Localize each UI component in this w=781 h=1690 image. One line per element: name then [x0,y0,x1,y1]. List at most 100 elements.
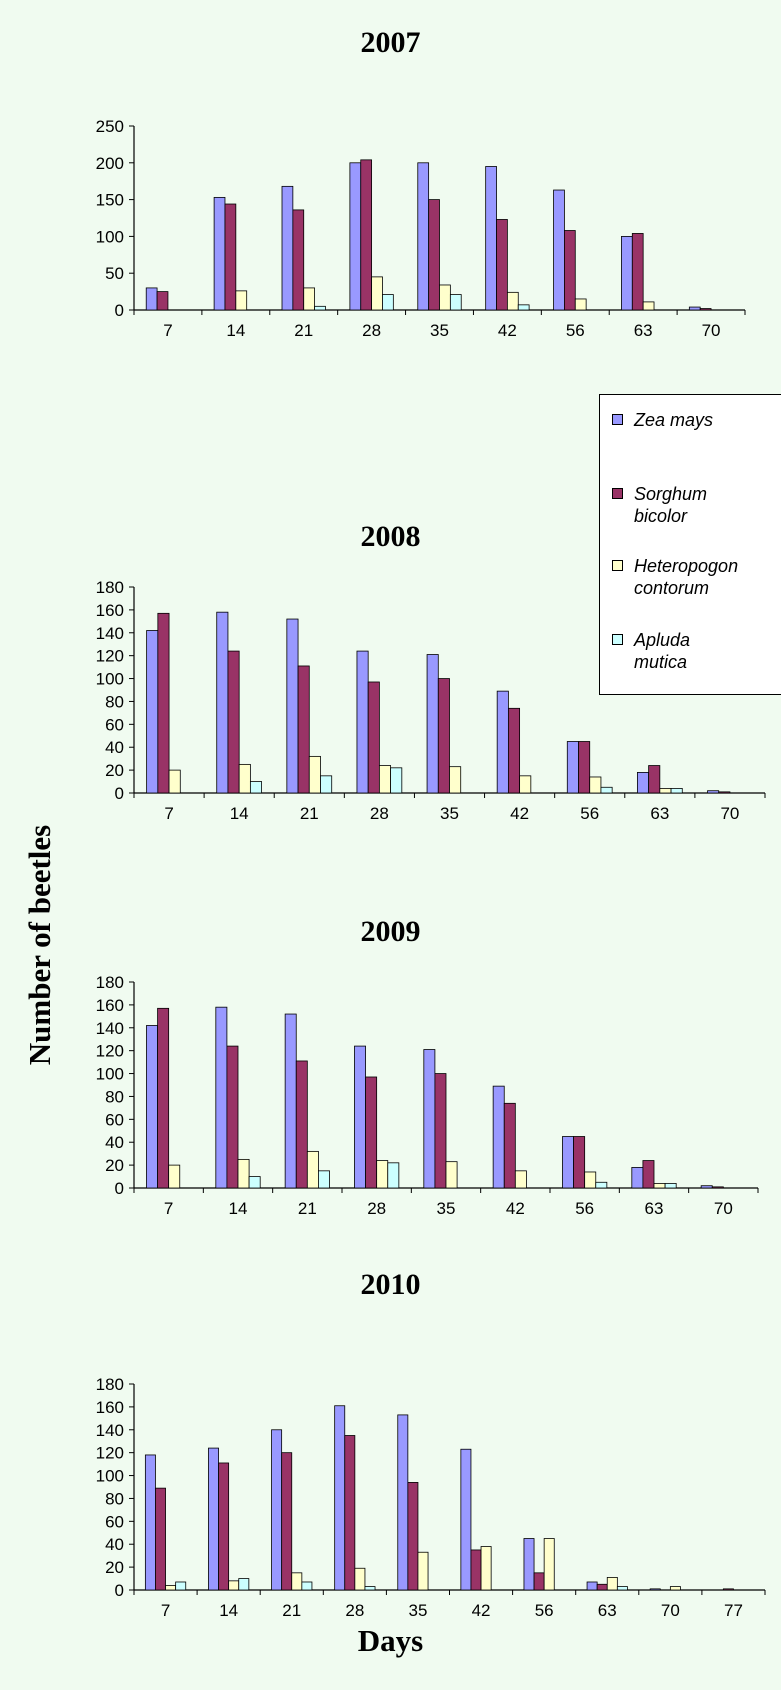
bar-2008 [496,690,509,794]
bar-2010 [238,1578,250,1591]
bar-2008 [648,765,661,794]
y-tick-label-2008: 180 [96,578,124,597]
bar-2008 [367,681,380,794]
bar-2009 [514,1170,527,1189]
bar-2010 [344,1435,356,1591]
bar-2007 [449,294,462,311]
bar-2007 [235,290,248,311]
y-tick-label-2008: 160 [96,601,124,620]
y-tick-label-2009: 180 [96,973,124,992]
chart-title-2007: 2007 [360,26,421,59]
y-tick-label-2010: 80 [105,1489,124,1508]
y-tick-label-2008: 0 [115,784,124,803]
bar-2010 [281,1452,293,1591]
x-tick-label-2008: 28 [370,804,389,823]
y-tick-label-2010: 0 [115,1581,124,1600]
bar-2010 [165,1585,177,1591]
bar-2007 [699,308,712,311]
x-tick-label-2008: 7 [164,804,173,823]
bar-2009 [445,1161,458,1189]
x-tick-label-2009: 42 [506,1199,525,1218]
x-tick-label-2007: 21 [294,321,313,340]
legend-label: Sorghum bicolor [634,484,708,526]
bar-2008 [718,791,731,794]
bar-2007 [360,159,373,311]
bar-2010 [649,1588,661,1591]
y-tick-label-2008: 120 [96,647,124,666]
y-tick-label-2010: 140 [96,1421,124,1440]
y-tick-label-2009: 140 [96,1019,124,1038]
bar-2009 [595,1181,608,1189]
x-tick-label-2009: 56 [575,1199,594,1218]
bar-2009 [631,1167,644,1189]
bar-2010 [543,1538,555,1591]
bar-2008 [578,741,591,794]
bar-2010 [155,1487,166,1591]
y-tick-label-2008: 80 [105,692,124,711]
bar-2007 [224,203,237,311]
x-tick-label-2007: 42 [498,321,517,340]
y-tick-label-2008: 60 [105,715,124,734]
bar-2008 [249,781,263,794]
x-tick-label-2008: 70 [720,804,739,823]
y-tick-label-2009: 40 [105,1133,124,1152]
bar-2008 [168,769,181,794]
bar-2007 [642,301,655,311]
y-tick-label-2009: 100 [96,1065,124,1084]
x-tick-label-2010: 63 [598,1601,617,1620]
y-tick-label-2009: 120 [96,1042,124,1061]
bar-2008 [297,665,310,794]
x-tick-label-2008: 21 [300,804,319,823]
x-tick-label-2009: 35 [437,1199,456,1218]
legend-swatch [612,414,623,425]
bar-2009 [237,1158,250,1189]
bar-2009 [664,1183,677,1189]
x-tick-label-2008: 35 [440,804,459,823]
bar-2008 [670,788,683,794]
bar-2008 [227,650,240,794]
bar-2010 [397,1414,409,1591]
legend-swatch [612,488,623,499]
bar-2009 [306,1150,319,1189]
bar-2008 [600,786,613,794]
bar-2009 [354,1045,366,1189]
chart-title-2008: 2008 [360,520,421,553]
y-tick-label-2008: 20 [105,761,124,780]
bar-2010 [616,1586,628,1591]
x-tick-label-2007: 14 [226,321,245,340]
bar-2009 [215,1006,228,1189]
bar-2010 [301,1581,313,1591]
x-tick-label-2010: 28 [345,1601,364,1620]
bar-2007 [156,291,169,311]
bar-2007 [553,189,565,311]
x-tick-label-2008: 14 [230,804,249,823]
chart-title-2009: 2009 [360,915,421,948]
x-tick-label-2009: 21 [298,1199,317,1218]
bar-2007 [517,304,530,311]
bar-2009 [157,1007,170,1189]
bar-2007 [303,287,315,311]
bar-2009 [434,1073,447,1189]
bar-2008 [589,776,602,794]
x-tick-label-2007: 56 [566,321,585,340]
x-tick-label-2009: 70 [714,1199,733,1218]
bar-2007 [314,305,326,311]
y-tick-label-2010: 120 [96,1444,124,1463]
bar-2008 [238,763,251,794]
bar-2009 [653,1183,666,1189]
y-tick-label-2007: 0 [115,301,124,320]
y-tick-label-2007: 50 [105,264,124,283]
bar-2009 [248,1176,261,1189]
x-tick-label-2007: 28 [362,321,381,340]
bar-2008 [157,612,170,794]
x-tick-label-2008: 63 [650,804,669,823]
x-tick-label-2010: 35 [408,1601,427,1620]
y-axis-label: Number of beetles [22,824,57,1066]
y-tick-label-2009: 20 [105,1156,124,1175]
bar-2010 [175,1581,187,1591]
bar-2007 [496,219,508,311]
x-tick-label-2009: 63 [645,1199,664,1218]
bar-2010 [523,1538,535,1591]
bar-2008 [449,766,462,794]
bar-2007 [688,306,701,311]
